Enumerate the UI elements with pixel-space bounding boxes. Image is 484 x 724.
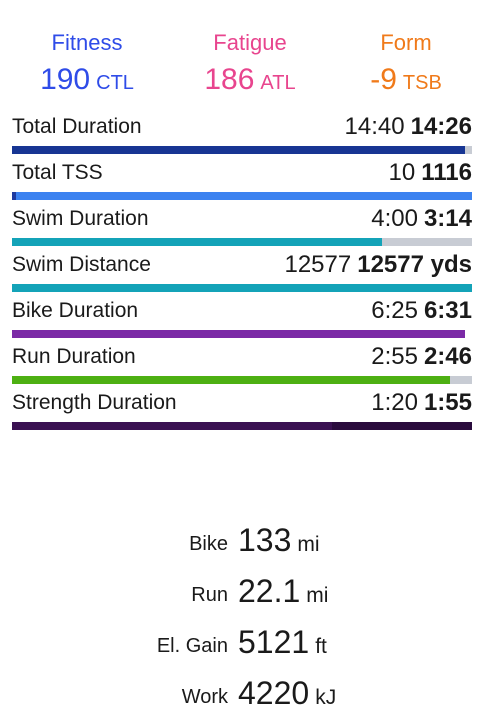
row-values: 2:55 2:46 [371,342,472,372]
total-label: Work [181,686,228,708]
progress-bar [12,422,472,430]
row-values: 4:00 3:14 [371,204,472,234]
form-label: Form [380,30,432,55]
total-label: Run [191,584,228,606]
row-label: Total TSS [12,161,103,184]
fitness-value-line: 190 CTL [17,60,157,103]
progress-row-strength-duration: Strength Duration 1:20 1:55 [12,386,472,432]
progress-row-total-tss: Total TSS 10 1116 [12,156,472,202]
progress-bar [12,192,472,200]
total-unit: kJ [315,686,337,709]
progress-row-swim-duration: Swim Duration 4:00 3:14 [12,202,472,248]
form-value-line: -9 TSB [336,60,476,103]
form-unit: TSB [402,72,442,94]
progress-fill [12,330,466,338]
row-label: Run Duration [12,345,136,368]
total-elevation-gain: El. Gain 5121 ft [0,620,484,671]
fitness-unit: CTL [96,72,134,94]
row-planned: 6:31 [423,297,472,324]
total-value: 5121 [238,624,310,660]
progress-bar [12,284,472,292]
form-metric: Form -9 TSB [336,30,476,103]
total-unit: ft [315,635,327,658]
total-label: El. Gain [156,635,228,657]
fatigue-value: 186 [204,63,255,96]
fatigue-label: Fatigue [213,30,287,55]
progress-bar [12,376,472,384]
total-bike: Bike 133 mi [0,518,484,569]
row-planned: 14:26 [410,113,472,140]
row-label: Bike Duration [12,299,139,322]
form-value: -9 [370,63,397,96]
row-planned: 3:14 [423,205,472,232]
row-planned: 1:55 [423,389,472,416]
total-value-line: 5121 ft [238,622,327,667]
weekly-totals: Bike 133 mi Run 22.1 mi El. Gain 5121 ft Wo… [0,518,484,722]
row-planned: 12577 yds [357,251,472,278]
row-current: 4:00 [371,205,418,232]
total-unit: mi [297,533,320,556]
progress-row-total-duration: Total Duration 14:40 14:26 [12,110,472,156]
row-current: 10 [388,159,416,186]
fatigue-value-line: 186 ATL [180,60,320,103]
progress-row-swim-distance: Swim Distance 12577 12577 yds [12,248,472,294]
row-current: 6:25 [371,297,418,324]
total-value: 4220 [238,675,310,711]
progress-fill [12,376,451,384]
total-value-line: 22.1 mi [238,571,328,616]
progress-bar [12,238,472,246]
row-current: 1:20 [371,389,418,416]
total-value-line: 4220 kJ [238,673,336,718]
row-label: Total Duration [12,115,142,138]
progress-row-run-duration: Run Duration 2:55 2:46 [12,340,472,386]
total-value: 133 [238,522,292,558]
total-work: Work 4220 kJ [0,671,484,722]
row-values: 12577 12577 yds [284,250,472,280]
total-value: 22.1 [238,573,301,609]
row-planned: 2:46 [423,343,472,370]
total-unit: mi [306,584,329,607]
total-label: Bike [189,533,228,555]
fatigue-unit: ATL [260,72,296,94]
progress-fill [12,146,466,154]
total-value-line: 133 mi [238,520,320,565]
row-values: 10 1116 [389,158,472,188]
fitness-value: 190 [40,63,91,96]
progress-fill [12,238,383,246]
fitness-metric: Fitness 190 CTL [17,30,157,103]
row-current: 12577 [284,251,352,278]
total-run: Run 22.1 mi [0,569,484,620]
fitness-summary: Fitness 190 CTL Fatigue 186 ATL Form -9 TSB [0,30,484,100]
fitness-label: Fitness [51,30,123,55]
row-values: 1:20 1:55 [371,388,472,418]
row-values: 6:25 6:31 [371,296,472,326]
progress-fill [12,422,333,430]
row-label: Swim Duration [12,207,149,230]
row-current: 14:40 [344,113,405,140]
progress-fill [12,192,17,200]
progress-fill [12,284,472,292]
row-planned: 1116 [421,159,472,186]
progress-row-bike-duration: Bike Duration 6:25 6:31 [12,294,472,340]
row-values: 14:40 14:26 [345,112,472,142]
row-current: 2:55 [371,343,418,370]
duration-progress-list: Total Duration 14:40 14:26 Total TSS 10 11… [12,110,472,432]
progress-bar [12,146,472,154]
progress-bar [12,330,472,338]
row-label: Strength Duration [12,391,177,414]
row-label: Swim Distance [12,253,151,276]
fatigue-metric: Fatigue 186 ATL [180,30,320,103]
